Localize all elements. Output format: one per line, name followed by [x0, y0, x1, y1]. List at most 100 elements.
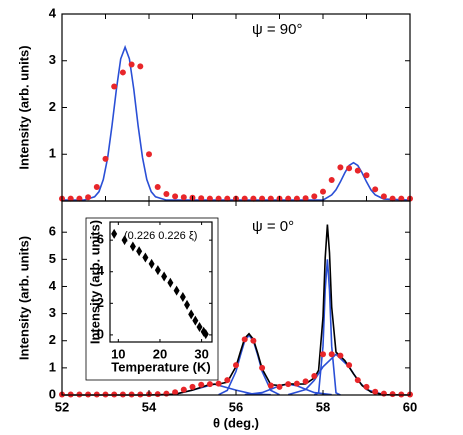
data-point	[85, 194, 92, 201]
y-tick-label: 5	[49, 251, 56, 266]
data-point	[215, 195, 222, 202]
data-point	[328, 176, 335, 183]
y-axis-label: Intensity (arb. units)	[16, 45, 31, 169]
data-point	[121, 235, 128, 246]
y-tick-label: 2	[97, 295, 104, 310]
annotation: (0.226 0.226 ξ)	[124, 230, 197, 242]
data-point	[311, 373, 318, 380]
data-point	[154, 391, 161, 398]
fit-curve	[62, 44, 411, 201]
data-point	[76, 195, 83, 202]
data-point	[363, 172, 370, 179]
data-point	[172, 193, 179, 200]
data-point	[136, 246, 143, 257]
data-point	[102, 155, 109, 162]
x-tick-label: 20	[153, 346, 167, 361]
data-point	[389, 195, 396, 202]
data-point	[302, 378, 309, 385]
data-point	[189, 383, 196, 390]
data-point	[276, 383, 283, 390]
data-point	[129, 241, 136, 252]
y-tick-label: 2	[49, 99, 56, 114]
data-point	[259, 195, 266, 202]
x-tick-label: 56	[229, 399, 243, 414]
data-point	[302, 195, 309, 202]
data-point	[119, 69, 126, 76]
data-point	[163, 390, 170, 397]
x-tick-label: 60	[403, 399, 417, 414]
data-point	[154, 265, 161, 276]
data-point	[161, 271, 168, 282]
x-tick-label: 30	[194, 346, 208, 361]
data-point	[363, 383, 370, 390]
data-point	[172, 389, 179, 396]
data-point	[337, 164, 344, 171]
x-tick-label: 52	[55, 399, 69, 414]
y-tick-label: 1	[49, 146, 56, 161]
y-tick-label: 4	[49, 5, 57, 20]
data-point	[233, 362, 239, 369]
data-point	[389, 391, 396, 398]
data-point	[111, 83, 118, 90]
x-axis-label: θ (deg.)	[213, 415, 259, 430]
y-tick-label: 0	[97, 326, 104, 341]
data-point	[337, 352, 344, 359]
data-point	[111, 228, 118, 239]
data-point	[180, 386, 187, 393]
y-tick-label: 3	[49, 52, 56, 67]
fit-curve	[313, 259, 341, 396]
data-point	[206, 381, 213, 388]
data-point	[167, 277, 174, 288]
y-axis-label: Intensity (arb. units)	[87, 220, 102, 344]
data-point	[285, 195, 292, 202]
data-point	[241, 336, 248, 343]
data-point	[202, 329, 209, 340]
data-point	[267, 382, 274, 389]
axes-frame	[109, 221, 213, 343]
data-point	[154, 183, 161, 190]
data-point	[380, 390, 387, 397]
data-point	[180, 194, 187, 201]
data-point	[398, 195, 405, 202]
data-point	[224, 377, 231, 384]
data-point	[137, 63, 144, 70]
x-tick-label: 10	[111, 346, 125, 361]
data-point	[250, 195, 257, 202]
data-point	[188, 309, 195, 320]
data-point	[372, 388, 379, 395]
data-point	[380, 193, 387, 200]
data-point	[267, 195, 274, 202]
data-point	[241, 195, 248, 202]
data-point	[346, 165, 353, 172]
data-point	[311, 193, 318, 200]
y-tick-label: 2	[49, 332, 56, 347]
x-axis-label: Temperature (K)	[111, 359, 210, 374]
inset-background	[85, 217, 219, 381]
data-point	[148, 258, 155, 269]
data-point	[192, 315, 199, 326]
x-tick-label: 58	[316, 399, 330, 414]
data-point	[163, 190, 170, 197]
y-axis-label: Intensity (arb. units)	[16, 236, 31, 360]
y-tick-label: 3	[49, 305, 56, 320]
data-point	[328, 351, 335, 358]
data-point	[196, 322, 203, 332]
data-point	[293, 195, 300, 202]
data-point	[259, 364, 266, 371]
data-point	[354, 377, 361, 384]
x-tick-label: 54	[142, 399, 157, 414]
data-point	[285, 381, 292, 388]
data-point	[250, 337, 257, 344]
data-point	[173, 285, 180, 296]
y-tick-label: 1	[49, 359, 56, 374]
data-point	[67, 195, 74, 202]
data-point	[354, 167, 361, 174]
y-tick-label: 4	[49, 278, 57, 293]
data-point	[93, 183, 100, 190]
data-point	[198, 381, 205, 388]
data-point	[142, 252, 149, 263]
data-point	[128, 61, 135, 68]
data-point	[372, 186, 379, 193]
